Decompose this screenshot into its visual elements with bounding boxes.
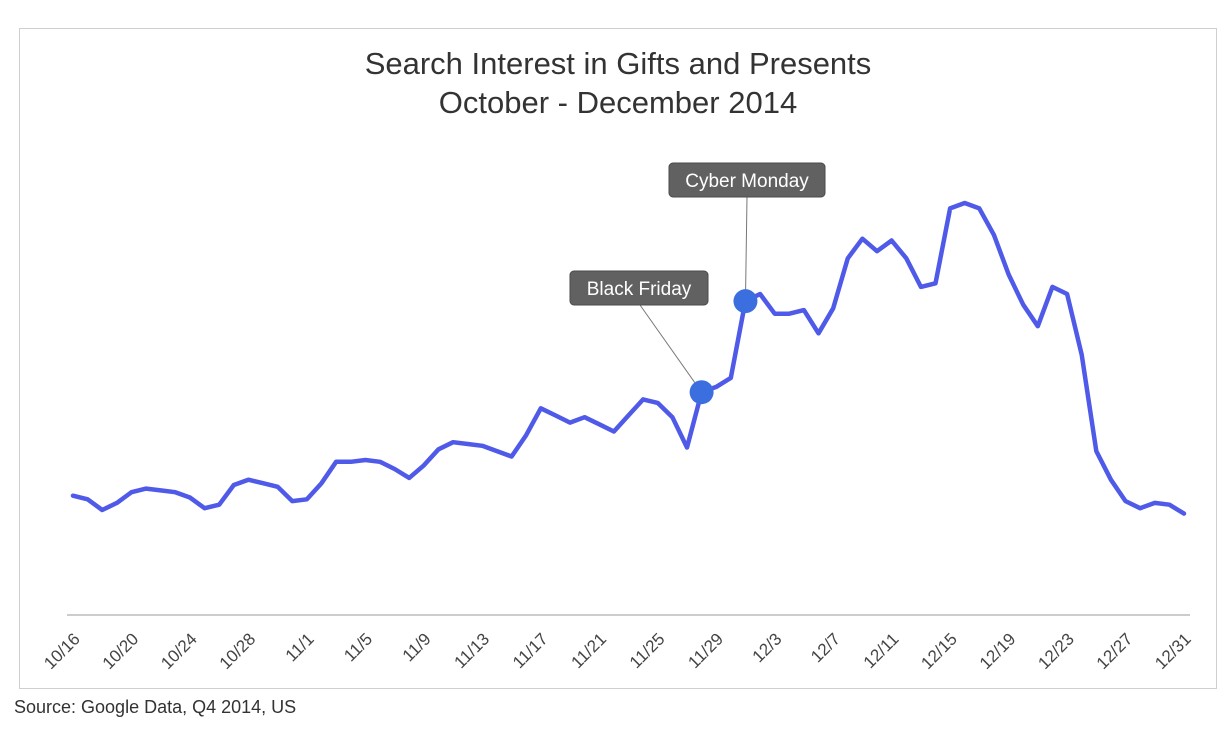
annotation-box [569,270,709,306]
x-tick-label: 10/24 [157,629,201,673]
x-tick-label: 11/5 [340,629,376,665]
x-tick-label: 12/19 [976,629,1020,673]
x-tick-label: 12/15 [917,629,961,673]
x-tick-label: 10/20 [99,629,143,673]
chart-title: Search Interest in Gifts and Presents Oc… [19,44,1217,122]
annotation-label: Cyber Monday [685,171,809,192]
x-tick-label: 11/21 [567,629,610,672]
annotation-leader-line [639,304,703,393]
x-tick-label: 12/31 [1151,629,1195,673]
source-note: Source: Google Data, Q4 2014, US [14,697,297,717]
chart-frame [19,28,1217,689]
x-tick-label: 12/7 [807,629,844,666]
x-tick-label: 10/28 [216,629,260,673]
chart-subtitle-line: October - December 2014 [438,85,798,120]
annotation-box [668,162,826,198]
annotations: Black Friday Cyber Monday [569,162,826,405]
x-tick-label: 11/9 [399,629,435,665]
x-tick-label: 11/1 [282,629,318,665]
chart-title-line: Search Interest in Gifts and Presents [364,46,872,81]
x-tick-label: 12/23 [1034,629,1078,673]
annotation-marker[interactable] [733,289,758,314]
x-tick-label: 12/3 [749,629,786,666]
annotation-label: Black Friday [587,279,692,300]
x-tick-label: 11/29 [684,629,727,672]
x-tick-label: 12/11 [860,629,903,672]
x-tick-label: 11/25 [626,629,669,672]
annotation-leader-line [744,196,748,302]
x-tick-label: 10/16 [40,629,84,673]
x-tick-label: 12/27 [1093,629,1137,673]
series-line [70,200,1187,516]
x-tick-label: 11/13 [451,629,494,672]
x-axis-ticks: 10/16 10/20 10/24 10/28 11/1 11/5 11/9 11/13 11/… [40,629,1195,673]
annotation-marker[interactable] [689,380,714,405]
x-tick-label: 11/17 [509,629,552,672]
